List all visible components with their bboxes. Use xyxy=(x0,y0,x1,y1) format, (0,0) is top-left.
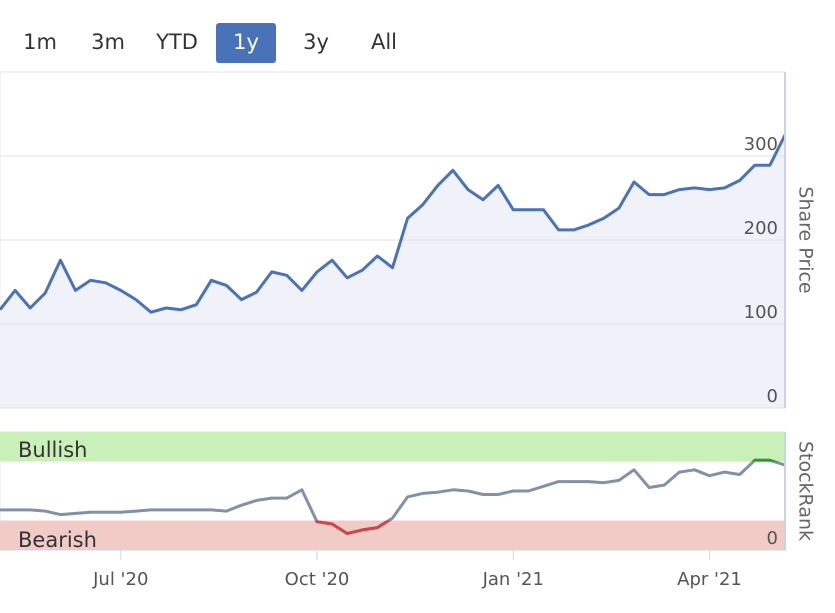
line xyxy=(0,458,786,535)
range-button-bg[interactable] xyxy=(216,23,276,63)
band xyxy=(0,432,785,462)
y-tick-label: 0 xyxy=(767,528,778,549)
y-tick-label: 100 xyxy=(744,302,778,323)
x-tick-label: Apr '21 xyxy=(677,569,742,590)
area xyxy=(0,135,785,408)
range-button[interactable]: 1m xyxy=(23,30,57,54)
y-axis-title: StockRank xyxy=(795,441,817,541)
range-button[interactable]: 3m xyxy=(91,30,125,54)
x-tick-label: Jan '21 xyxy=(482,569,544,590)
range-button[interactable]: All xyxy=(371,30,397,54)
x-tick-label: Jul '20 xyxy=(92,569,148,590)
y-tick-label: 200 xyxy=(744,218,778,239)
y-axis-title: Share Price xyxy=(795,186,817,293)
range-selector: 1m 3m YTD 1y 3y All xyxy=(23,23,397,63)
band-label: Bullish xyxy=(18,438,87,462)
y-tick-label: 0 xyxy=(767,386,778,407)
rank-chart: Bullish Bearish 0 StockRank Jul '20 Oct '20 Ja… xyxy=(0,431,817,590)
x-tick-label: Oct '20 xyxy=(285,569,350,590)
range-button[interactable]: 3y xyxy=(303,30,329,54)
range-button[interactable]: 1y xyxy=(233,30,259,54)
band-label: Bearish xyxy=(18,528,97,552)
range-button[interactable]: YTD xyxy=(155,30,198,54)
y-tick-label: 300 xyxy=(744,134,778,155)
band xyxy=(0,520,785,550)
line xyxy=(0,134,787,314)
price-chart: 0 100 200 300 Share Price xyxy=(0,71,817,409)
